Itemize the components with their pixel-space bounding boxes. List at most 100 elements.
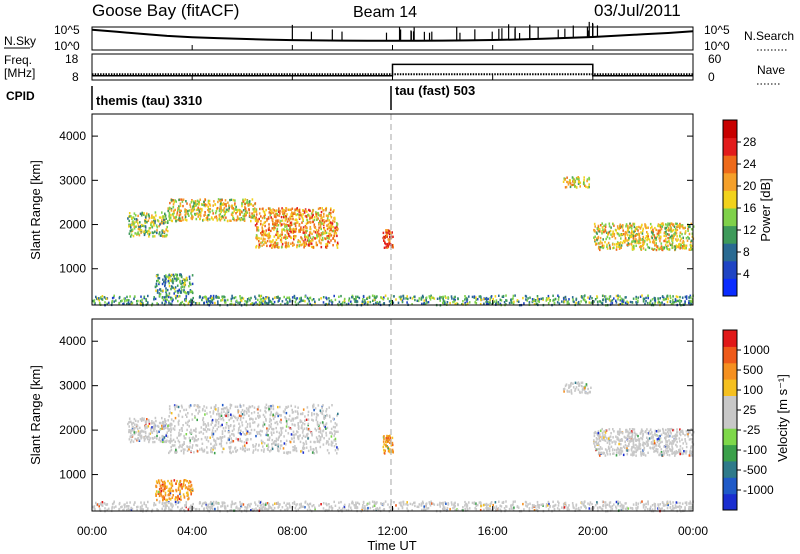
echo-cell [356,501,359,504]
echo-cell [170,418,173,421]
echo-cell [478,501,481,504]
echo-cell [273,225,275,228]
echo-cell [318,430,320,434]
echo-cell [624,241,626,244]
echo-cell [153,423,156,426]
echo-cell [245,410,248,413]
echo-cell [209,207,211,211]
echo-cell [674,505,677,508]
echo-cell [254,503,257,506]
echo-cell [158,232,160,236]
echo-cell [651,508,654,511]
echo-cell [203,448,206,452]
echo-cell [340,500,342,504]
echo-cell [177,277,180,280]
echo-cell [304,209,307,212]
echo-cell [165,293,168,296]
echo-cell [269,417,271,421]
echo-cell [585,185,587,189]
echo-cell [613,224,615,227]
echo-cell [257,408,259,411]
echo-cell [144,434,147,438]
echo-cell [304,295,306,298]
echo-cell [202,432,205,435]
echo-cell [577,182,580,185]
echo-cell [320,210,323,214]
nave-line [92,63,693,77]
echo-cell [168,211,171,215]
echo-cell [655,242,657,245]
echo-cell [631,301,633,304]
echo-cell [247,407,250,410]
echo-cell [525,298,527,301]
echo-cell [137,436,139,440]
echo-cell [178,500,181,504]
echo-cell [214,301,216,305]
echo-cell [424,508,427,512]
echo-cell [626,300,628,303]
echo-cell [308,506,310,509]
echo-cell [690,296,692,299]
echo-cell [657,229,659,232]
echo-cell [326,414,328,417]
echo-cell [263,442,266,445]
echo-cell [165,426,167,430]
echo-cell [198,431,201,434]
echo-cell [257,229,260,232]
echo-cell [285,209,287,213]
echo-cell [279,209,281,213]
echo-cell [280,429,283,432]
echo-cell [241,440,243,443]
echo-cell [301,299,304,302]
echo-cell [323,232,326,235]
echo-cell [599,240,602,243]
echo-cell [130,302,133,306]
echo-cell [139,225,142,228]
echo-cell [232,414,235,418]
echo-cell [476,298,479,301]
echo-cell [667,503,669,507]
echo-cell [321,233,324,236]
echo-cell [302,429,304,432]
echo-cell [281,230,283,233]
echo-cell [611,301,614,305]
echo-cell [144,431,147,435]
echo-cell [329,214,332,217]
echo-cell [296,245,298,249]
echo-cell [218,296,220,299]
echo-cell [633,247,635,251]
echo-cell [312,213,314,217]
echo-cell [624,301,627,305]
echo-cell [294,222,297,225]
echo-cell [471,501,474,505]
echo-cell [387,229,389,232]
echo-cell [577,301,579,305]
echo-cell [209,301,212,305]
echo-cell [141,417,143,420]
echo-cell [310,212,313,215]
echo-cell [237,411,239,414]
echo-cell [584,294,586,297]
echo-cell [601,226,604,229]
echo-cell [216,296,218,299]
echo-cell [557,500,559,503]
echo-cell [123,503,125,506]
echo-cell [533,303,536,306]
echo-cell [387,245,390,248]
echo-cell [599,242,601,245]
echo-cell [257,423,260,426]
echo-cell [227,409,230,412]
echo-cell [279,444,282,447]
echo-cell [174,425,176,428]
echo-cell [256,218,258,221]
echo-cell [131,216,133,220]
echo-cell [566,176,568,179]
echo-cell [184,218,187,221]
echo-cell [336,226,338,230]
echo-cell [189,439,191,442]
echo-cell [184,448,186,451]
echo-cell [188,285,190,288]
echo-cell [168,213,171,216]
echo-cell [293,238,295,241]
echo-cell [264,507,266,511]
